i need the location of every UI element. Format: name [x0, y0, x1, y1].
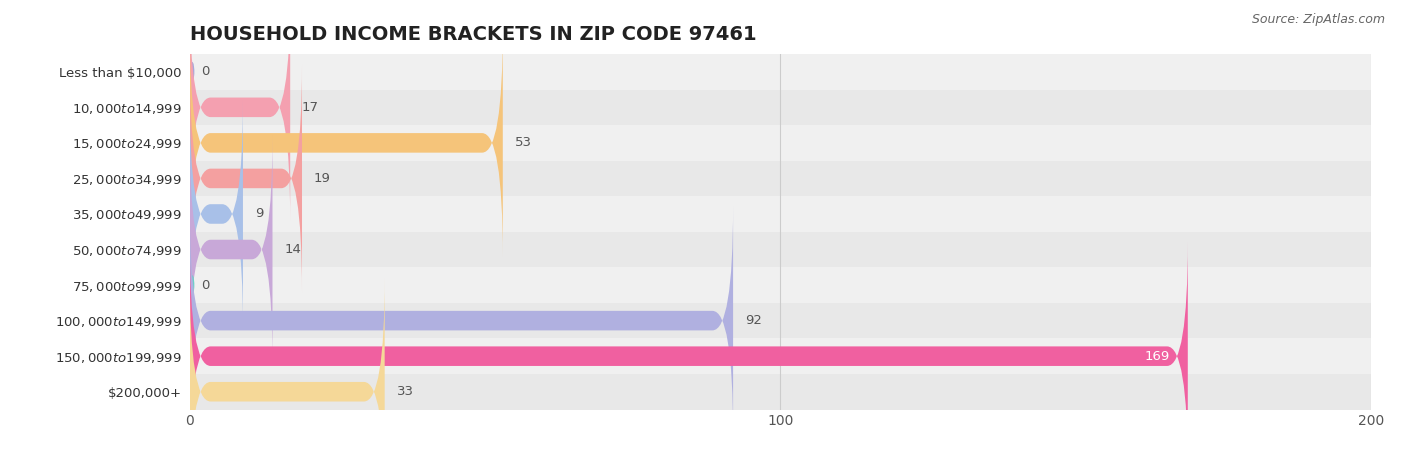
Bar	[0, 161, 1406, 196]
FancyBboxPatch shape	[190, 62, 194, 81]
Text: 14: 14	[284, 243, 301, 256]
Text: 0: 0	[201, 65, 209, 78]
Bar	[0, 232, 1406, 267]
FancyBboxPatch shape	[190, 28, 503, 257]
Text: 92: 92	[745, 314, 762, 327]
Bar	[0, 267, 1406, 303]
Text: 17: 17	[302, 101, 319, 114]
FancyBboxPatch shape	[190, 277, 385, 450]
Bar	[0, 303, 1406, 338]
Bar	[0, 90, 1406, 125]
FancyBboxPatch shape	[190, 206, 733, 435]
Bar	[0, 54, 1406, 90]
FancyBboxPatch shape	[190, 242, 1188, 450]
FancyBboxPatch shape	[190, 135, 273, 364]
Bar	[0, 338, 1406, 374]
Text: 9: 9	[254, 207, 263, 220]
Text: 0: 0	[201, 279, 209, 292]
FancyBboxPatch shape	[190, 275, 194, 295]
Bar	[0, 374, 1406, 410]
FancyBboxPatch shape	[190, 99, 243, 328]
Text: 53: 53	[515, 136, 531, 149]
Text: HOUSEHOLD INCOME BRACKETS IN ZIP CODE 97461: HOUSEHOLD INCOME BRACKETS IN ZIP CODE 97…	[190, 25, 756, 44]
FancyBboxPatch shape	[190, 0, 290, 222]
Text: 169: 169	[1144, 350, 1170, 363]
FancyBboxPatch shape	[190, 64, 302, 293]
Text: 33: 33	[396, 385, 413, 398]
Bar	[0, 196, 1406, 232]
Text: 19: 19	[314, 172, 330, 185]
Text: Source: ZipAtlas.com: Source: ZipAtlas.com	[1251, 14, 1385, 27]
Bar	[0, 125, 1406, 161]
